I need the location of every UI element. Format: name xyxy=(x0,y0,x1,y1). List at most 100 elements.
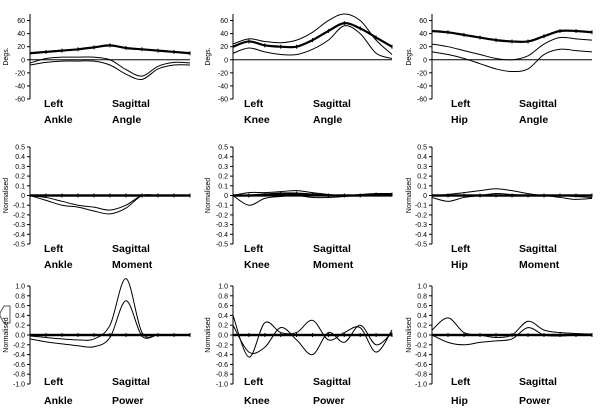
series-band-line xyxy=(431,327,593,346)
y-tick-label: -0.8 xyxy=(415,372,427,379)
y-tick-label: 0.4 xyxy=(15,154,25,161)
side-label: Left xyxy=(44,243,64,255)
panel-ankle-moment: 0.5 0.4 0.3 0.2 0.1 0 -0.1 -0.2 -0.3 -0.4 -0.5 Norm… xyxy=(3,145,191,271)
y-tick-label: -0.5 xyxy=(13,242,25,249)
joint-label: Knee xyxy=(244,114,270,126)
y-tick-label: -60 xyxy=(218,97,228,104)
y-tick-label: -0.2 xyxy=(415,342,427,349)
y-axis-label: Normalised xyxy=(205,317,212,353)
series-band-line xyxy=(431,48,593,73)
y-tick-label: 0.8 xyxy=(218,293,228,300)
y-tick-label: 0.2 xyxy=(15,323,25,330)
panel-ankle-power: 1.0 0.8 0.6 0.4 0.2 0.0 -0.2 -0.4 -0.6 -0.8 -1.0 No… xyxy=(3,278,191,407)
y-tick-label: -40 xyxy=(417,83,427,90)
y-tick-label: 1.0 xyxy=(218,284,228,291)
y-tick-label: -0.5 xyxy=(415,242,427,249)
series-band-line xyxy=(232,324,393,356)
y-tick-label: 20 xyxy=(220,44,228,51)
y-tick-label: 1.0 xyxy=(417,284,427,291)
y-tick-label: 0.2 xyxy=(417,174,427,181)
y-tick-label: 0.8 xyxy=(417,293,427,300)
panel-hip-power: 1.0 0.8 0.6 0.4 0.2 0.0 -0.2 -0.4 -0.6 -0.8 -1.0 No… xyxy=(406,284,593,407)
series-band-line xyxy=(232,194,392,206)
y-tick-label: -0.8 xyxy=(216,372,228,379)
plane-label: Sagittal xyxy=(519,98,557,110)
y-axis-label: Normalised xyxy=(3,317,10,353)
plane-label: Sagittal xyxy=(313,243,351,255)
y-tick-label: 0.4 xyxy=(417,154,427,161)
y-tick-label: -0.6 xyxy=(216,362,228,369)
side-label: Left xyxy=(244,243,264,255)
y-tick-label: 0 xyxy=(21,57,25,64)
y-tick-label: -0.8 xyxy=(13,372,25,379)
y-tick-label: 0.0 xyxy=(417,333,427,340)
joint-label: Ankle xyxy=(44,114,73,126)
y-tick-label: 0.5 xyxy=(417,145,427,152)
y-tick-label: 40 xyxy=(419,31,427,38)
series-band-line xyxy=(232,315,393,358)
joint-label: Knee xyxy=(244,395,270,407)
joint-label: Ankle xyxy=(44,395,73,407)
y-tick-label: 0.1 xyxy=(417,183,427,190)
y-tick-label: 0.4 xyxy=(417,313,427,320)
y-tick-label: -0.4 xyxy=(13,232,25,239)
y-tick-label: 20 xyxy=(17,44,25,51)
y-tick-label: -0.2 xyxy=(415,212,427,219)
side-tab-marker[interactable] xyxy=(0,305,11,324)
measure-label: Power xyxy=(519,395,551,407)
y-tick-label: -0.4 xyxy=(216,352,228,359)
y-tick-label: 0.0 xyxy=(15,333,25,340)
y-tick-label: 0.2 xyxy=(15,174,25,181)
y-tick-label: 60 xyxy=(220,18,228,25)
panel-knee-power: 1.0 0.8 0.6 0.4 0.2 0.0 -0.2 -0.4 -0.6 -0.8 -1.0 No… xyxy=(205,284,393,407)
y-tick-label: -0.2 xyxy=(13,342,25,349)
side-label: Left xyxy=(244,376,264,388)
y-tick-label: -0.4 xyxy=(216,232,228,239)
series-band-line xyxy=(29,278,190,341)
y-tick-label: 0.5 xyxy=(218,145,228,152)
y-tick-label: -20 xyxy=(15,70,25,77)
series-band-line xyxy=(29,194,190,215)
y-tick-label: 0.6 xyxy=(15,303,25,310)
measure-label: Power xyxy=(112,395,144,407)
y-tick-label: -0.1 xyxy=(216,203,228,210)
series-band-line xyxy=(29,60,191,81)
y-tick-label: -0.4 xyxy=(13,352,25,359)
measure-label: Angle xyxy=(519,114,548,126)
y-tick-label: -0.1 xyxy=(13,203,25,210)
y-tick-label: 0.2 xyxy=(417,323,427,330)
y-tick-label: -1.0 xyxy=(415,382,427,389)
y-tick-label: -0.5 xyxy=(216,242,228,249)
y-tick-label: 40 xyxy=(220,31,228,38)
y-tick-label: -0.6 xyxy=(415,362,427,369)
y-axis-label: Degs. xyxy=(205,47,212,65)
y-tick-label: -0.4 xyxy=(415,232,427,239)
y-tick-label: -0.3 xyxy=(216,222,228,229)
y-axis-label: Normalised xyxy=(406,178,413,214)
panel-knee-moment: 0.5 0.4 0.3 0.2 0.1 0 -0.1 -0.2 -0.3 -0.4 -0.5 Norm… xyxy=(205,145,393,271)
panel-hip-angle: 60 40 20 0 -20 -40 -60 Degs. Left Hip Sagittal Angl… xyxy=(406,14,593,126)
measure-label: Angle xyxy=(313,114,342,126)
plane-label: Sagittal xyxy=(313,98,351,110)
y-axis-label: Normalised xyxy=(3,178,10,214)
measure-label: Moment xyxy=(519,259,560,271)
y-tick-label: 0.3 xyxy=(218,164,228,171)
y-tick-label: 0 xyxy=(21,193,25,200)
plane-label: Sagittal xyxy=(112,243,150,255)
y-tick-label: -0.2 xyxy=(13,212,25,219)
y-tick-label: 0.2 xyxy=(218,323,228,330)
y-axis-label: Degs. xyxy=(406,47,413,65)
y-axis-label: Normalised xyxy=(406,317,413,353)
joint-label: Knee xyxy=(244,259,270,271)
series-band-line xyxy=(431,36,593,61)
joint-label: Ankle xyxy=(44,259,73,271)
y-tick-label: 1.0 xyxy=(15,284,25,291)
y-tick-label: -0.3 xyxy=(13,222,25,229)
y-tick-label: 60 xyxy=(419,18,427,25)
side-label: Left xyxy=(451,98,471,110)
side-label: Left xyxy=(451,243,471,255)
series-band-line xyxy=(29,56,191,77)
y-tick-label: -20 xyxy=(218,70,228,77)
measure-label: Moment xyxy=(112,259,153,271)
y-tick-label: 0.1 xyxy=(218,183,228,190)
